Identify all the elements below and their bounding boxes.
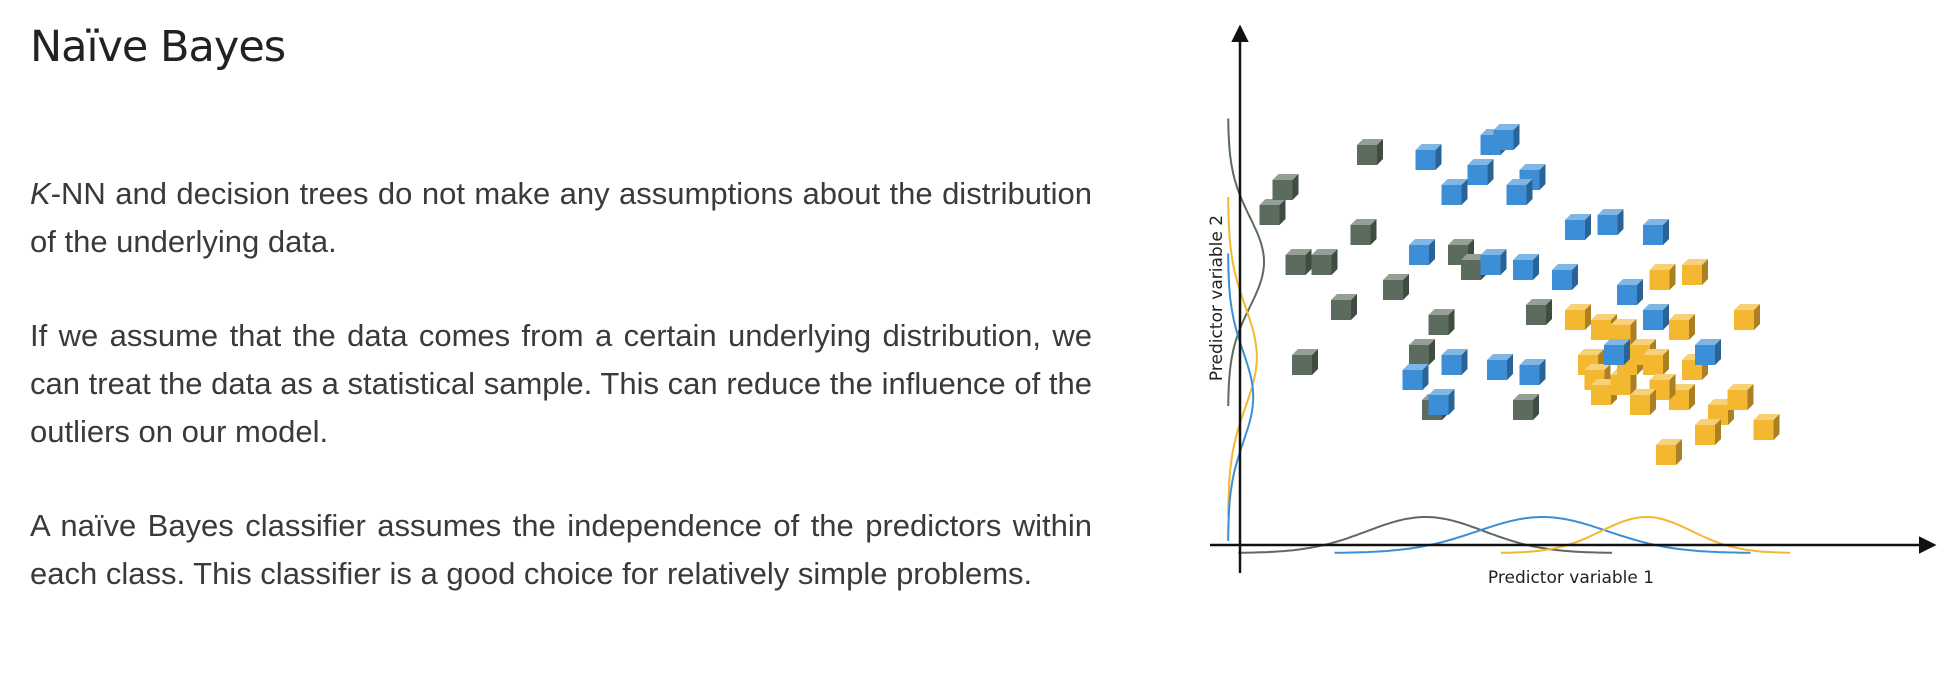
data-point-green <box>1357 139 1383 165</box>
data-point-yellow <box>1695 419 1721 445</box>
data-point-yellow <box>1753 414 1780 440</box>
data-point-green <box>1292 349 1318 375</box>
data-point-green <box>1259 199 1286 225</box>
data-point-green <box>1409 339 1435 365</box>
data-point-yellow <box>1656 439 1682 465</box>
data-point-blue <box>1415 144 1442 170</box>
data-point-green <box>1428 309 1455 335</box>
data-point-blue <box>1617 279 1643 305</box>
y-axis-label: Predictor variable 2 <box>1207 215 1227 381</box>
density-curves <box>1227 118 1791 554</box>
data-point-blue <box>1493 124 1520 150</box>
data-points <box>1259 124 1780 465</box>
paragraph-distribution: If we assume that the data comes from a … <box>30 312 1092 456</box>
scatter-figure: Predictor variable 1 Predictor variable … <box>1207 24 1937 588</box>
data-point-green <box>1285 249 1312 275</box>
paragraph-knn: K-NN and decision trees do not make any … <box>30 170 1092 266</box>
data-point-blue <box>1597 209 1624 235</box>
data-point-blue <box>1695 339 1721 365</box>
data-point-yellow <box>1669 314 1695 340</box>
x-axis-label: Predictor variable 1 <box>1488 568 1654 588</box>
data-point-blue <box>1552 264 1578 290</box>
data-point-blue <box>1480 249 1507 275</box>
data-point-yellow <box>1565 304 1591 330</box>
data-point-yellow <box>1630 389 1656 415</box>
data-point-yellow <box>1727 384 1754 410</box>
paragraph-classifier: A naïve Bayes classifier assumes the ind… <box>30 502 1092 598</box>
paragraph-distribution-text: If we assume that the data comes from a … <box>30 318 1092 449</box>
data-point-yellow <box>1649 264 1676 290</box>
x-density-curve-yellow <box>1500 515 1791 554</box>
y-density-curve-blue <box>1227 253 1255 541</box>
data-point-blue <box>1441 349 1468 375</box>
slide-title: Naïve Bayes <box>30 22 286 72</box>
data-point-yellow <box>1643 349 1669 375</box>
data-point-yellow <box>1734 304 1760 330</box>
data-point-blue <box>1565 214 1591 240</box>
paragraph-knn-text: -NN and decision trees do not make any a… <box>30 176 1092 259</box>
y-density-curve-green <box>1227 118 1265 407</box>
data-point-green <box>1350 219 1377 245</box>
paragraph-classifier-text: A naïve Bayes classifier assumes the ind… <box>30 508 1092 591</box>
y-density-curve-yellow <box>1227 197 1258 517</box>
data-point-blue <box>1467 159 1494 185</box>
data-point-blue <box>1519 359 1546 385</box>
knn-k-italic: K <box>30 176 51 211</box>
x-density-curve-blue <box>1334 516 1751 554</box>
data-point-blue <box>1513 254 1539 280</box>
data-point-yellow <box>1591 379 1617 405</box>
data-point-blue <box>1409 239 1435 265</box>
text-column: K-NN and decision trees do not make any … <box>30 170 1092 644</box>
data-point-green <box>1331 294 1357 320</box>
data-point-green <box>1383 274 1409 300</box>
data-point-blue <box>1487 354 1513 380</box>
data-point-blue <box>1643 219 1669 245</box>
data-point-blue <box>1643 304 1669 330</box>
data-point-green <box>1272 174 1299 200</box>
data-point-green <box>1311 249 1338 275</box>
data-point-blue <box>1441 179 1468 205</box>
data-point-green <box>1513 394 1539 420</box>
data-point-blue <box>1604 339 1630 365</box>
data-point-green <box>1526 299 1552 325</box>
data-point-yellow <box>1682 259 1708 285</box>
data-point-blue <box>1402 364 1429 390</box>
data-point-blue <box>1428 389 1455 415</box>
data-point-blue <box>1506 179 1533 205</box>
